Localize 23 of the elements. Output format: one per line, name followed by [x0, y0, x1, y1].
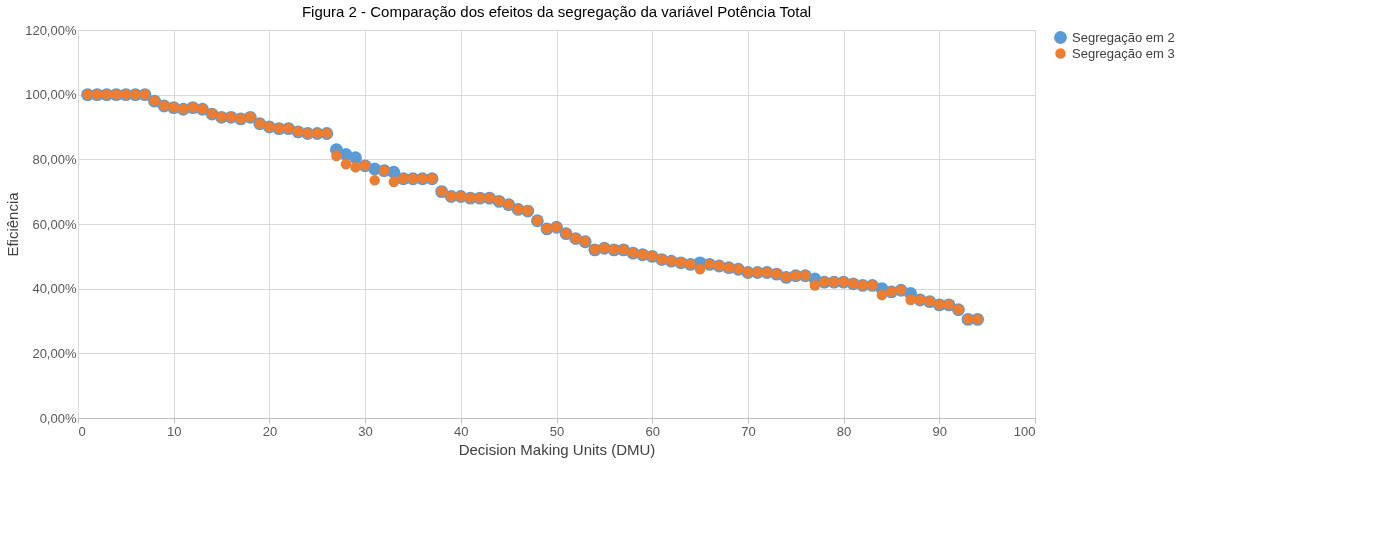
y-tick-label: 40,00% [32, 281, 77, 297]
x-tick-label: 60 [645, 423, 660, 439]
legend-label: Segregação em 2 [1072, 29, 1175, 45]
x-tick-label: 80 [836, 423, 852, 439]
x-tick-label: 0 [78, 423, 86, 439]
y-axis-title: Eficiência [4, 191, 22, 257]
x-tick-label: 100 [1013, 423, 1036, 439]
x-tick-label: 90 [932, 423, 948, 439]
chart-title: Figura 2 - Comparação dos efeitos da segregação da variável Potência Total [301, 3, 812, 20]
y-tick-label: 0,00% [39, 410, 77, 426]
x-tick-label: 70 [741, 423, 756, 439]
x-tick-label: 30 [358, 423, 373, 439]
x-tick-label: 10 [166, 423, 182, 439]
y-tick-label: 100,00% [25, 87, 77, 103]
x-tick-label: 20 [262, 423, 278, 439]
y-tick-label: 80,00% [32, 151, 77, 167]
x-axis-title: Decision Making Units (DMU) [458, 440, 656, 458]
x-tick-label: 40 [454, 423, 469, 439]
y-tick-label: 120,00% [25, 22, 77, 38]
y-tick-label: 20,00% [32, 345, 77, 361]
legend-label: Segregação em 3 [1072, 45, 1175, 61]
y-tick-label: 60,00% [32, 216, 77, 232]
x-tick-label: 50 [549, 423, 565, 439]
